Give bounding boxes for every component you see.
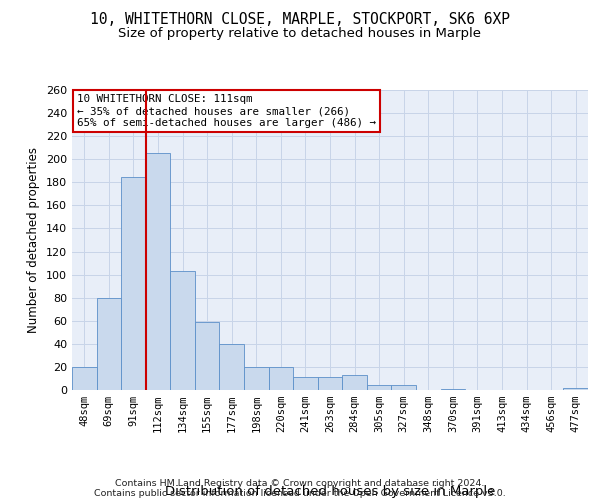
Bar: [146, 154, 170, 390]
Bar: [342, 375, 367, 390]
Text: 10 WHITETHORN CLOSE: 111sqm
← 35% of detached houses are smaller (266)
65% of se: 10 WHITETHORN CLOSE: 111sqm ← 35% of det…: [77, 94, 376, 128]
X-axis label: Distribution of detached houses by size in Marple: Distribution of detached houses by size …: [165, 485, 495, 498]
Y-axis label: Number of detached properties: Number of detached properties: [28, 147, 40, 333]
Bar: [318, 378, 342, 390]
Bar: [244, 367, 269, 390]
Bar: [170, 271, 195, 390]
Bar: [121, 176, 146, 390]
Bar: [97, 298, 121, 390]
Bar: [269, 367, 293, 390]
Bar: [440, 389, 465, 390]
Bar: [195, 322, 220, 390]
Text: Contains HM Land Registry data © Crown copyright and database right 2024.: Contains HM Land Registry data © Crown c…: [115, 478, 485, 488]
Text: Size of property relative to detached houses in Marple: Size of property relative to detached ho…: [119, 28, 482, 40]
Bar: [220, 344, 244, 390]
Text: Contains public sector information licensed under the Open Government Licence v3: Contains public sector information licen…: [94, 488, 506, 498]
Bar: [293, 378, 318, 390]
Bar: [367, 386, 391, 390]
Bar: [563, 388, 588, 390]
Text: 10, WHITETHORN CLOSE, MARPLE, STOCKPORT, SK6 6XP: 10, WHITETHORN CLOSE, MARPLE, STOCKPORT,…: [90, 12, 510, 28]
Bar: [72, 367, 97, 390]
Bar: [391, 386, 416, 390]
